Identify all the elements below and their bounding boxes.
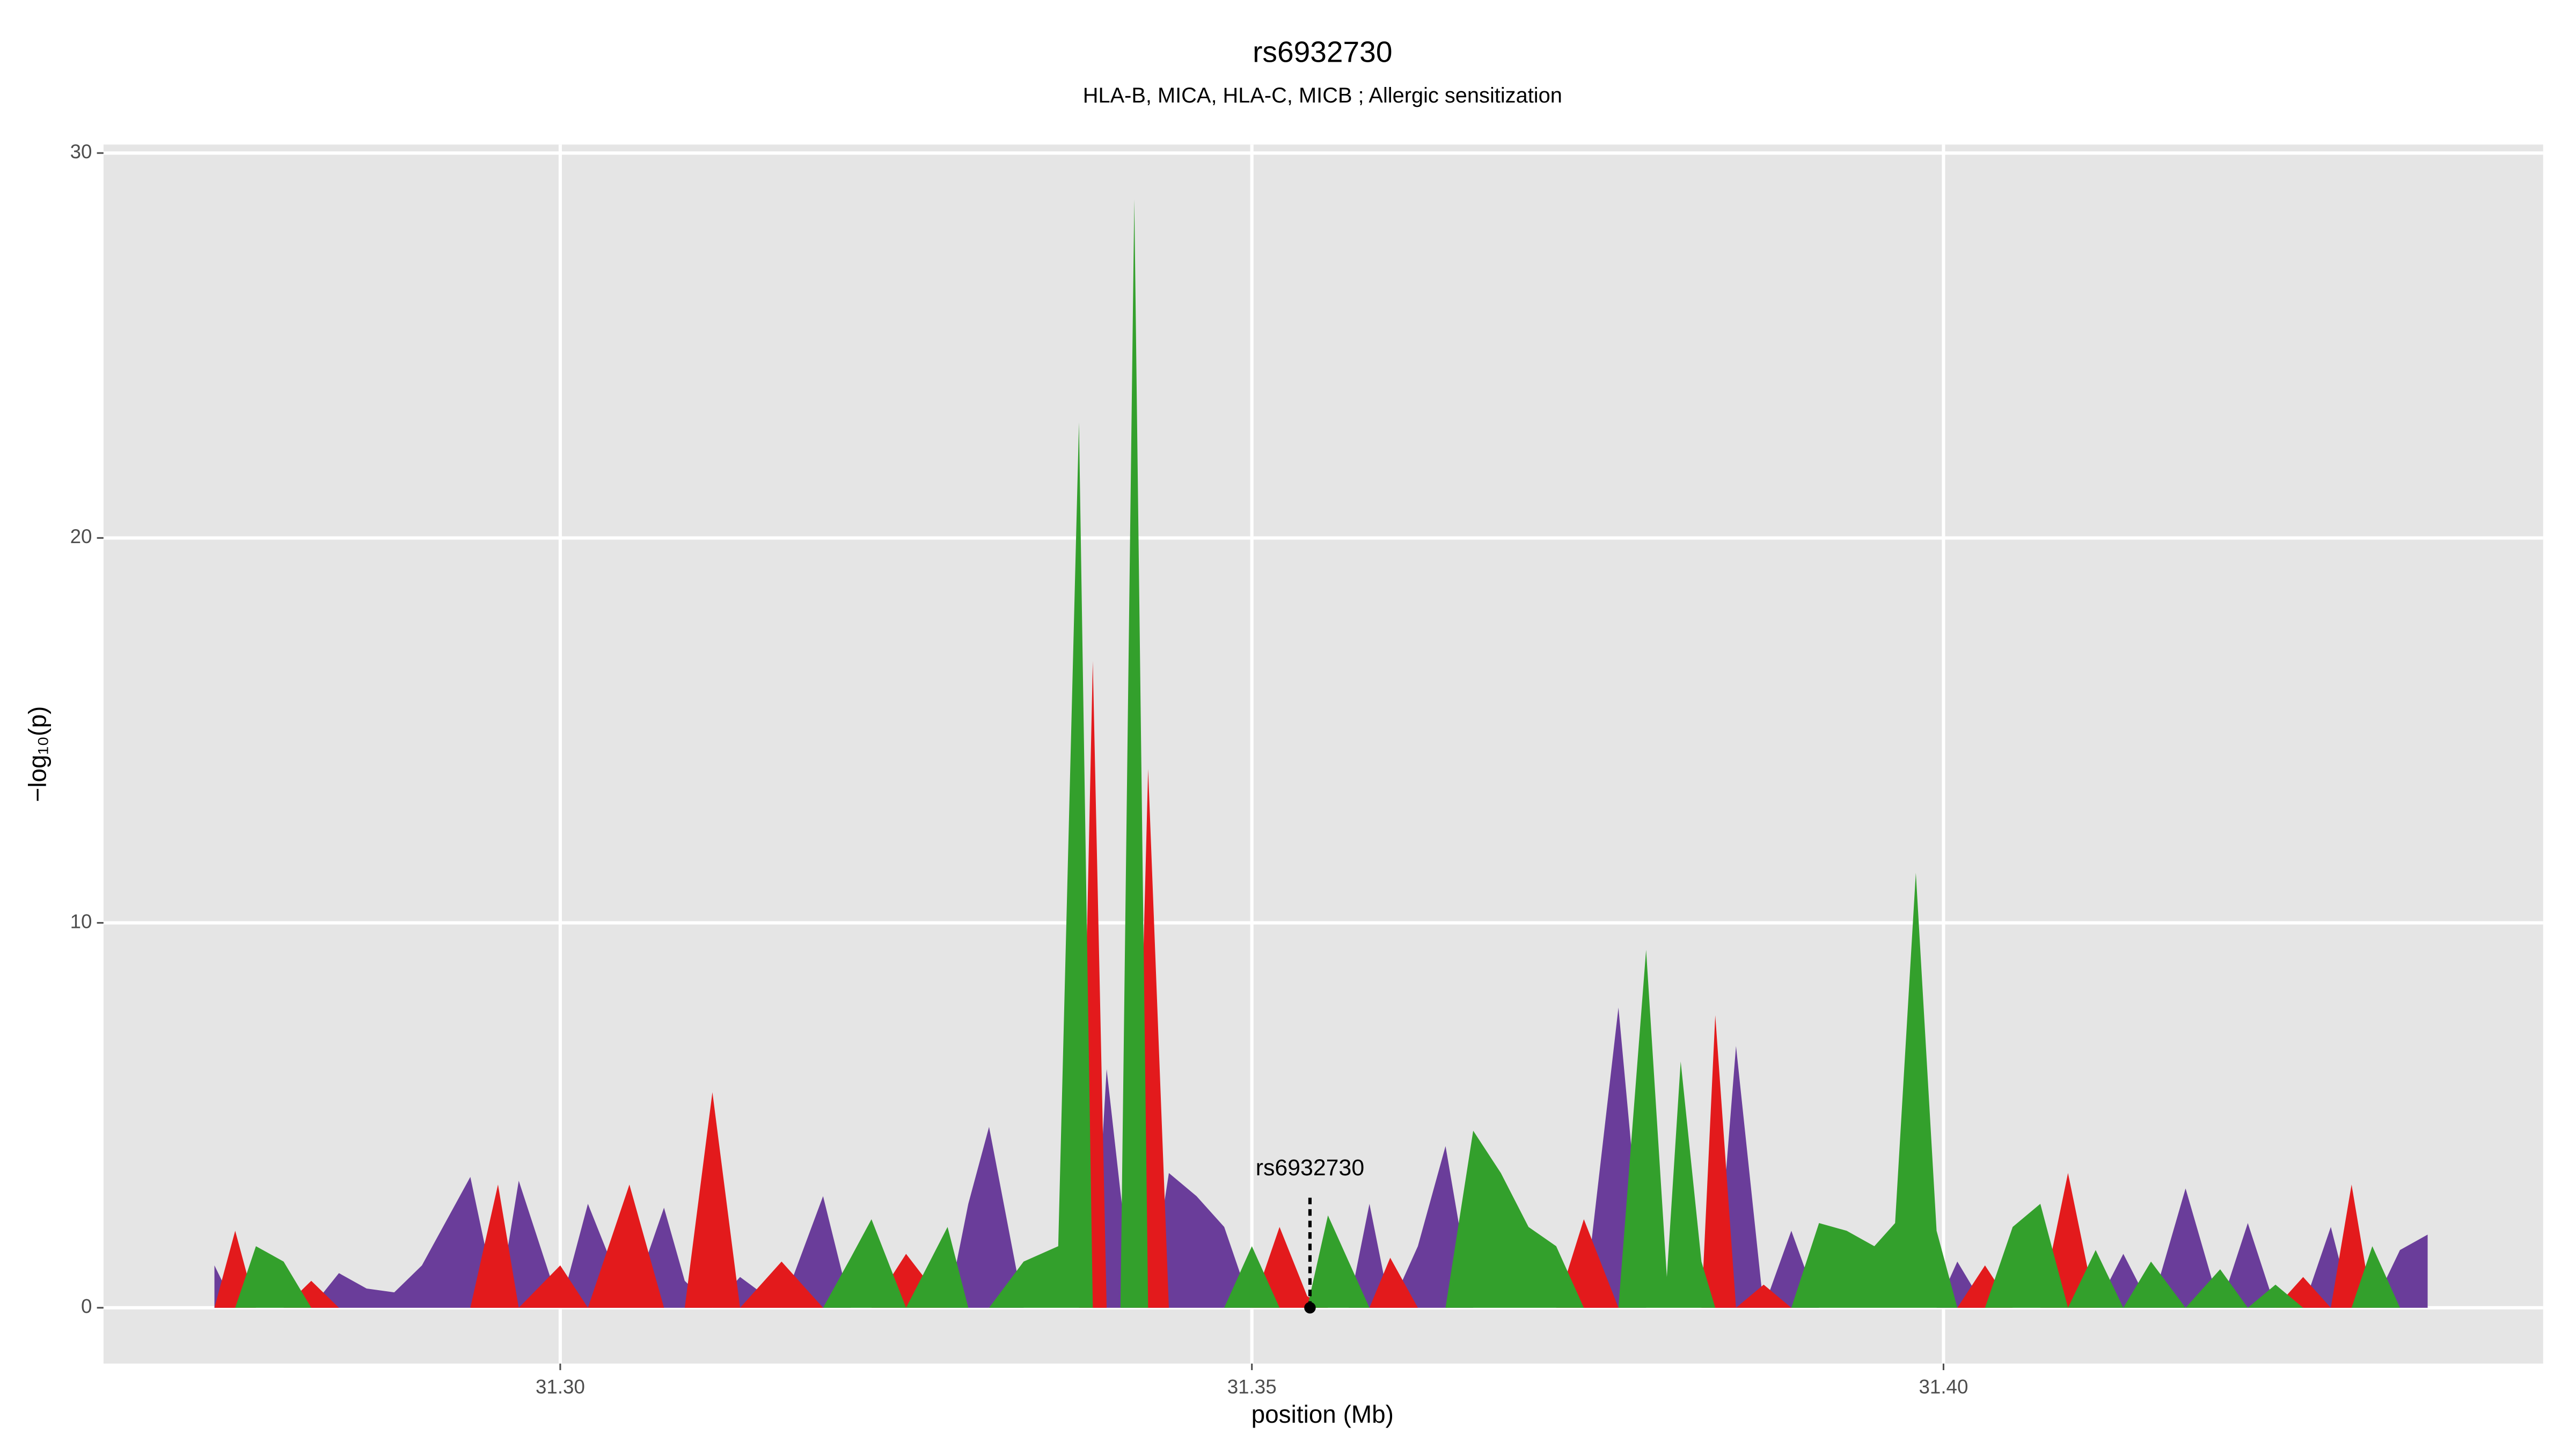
- y-tick-label: 10: [70, 910, 92, 932]
- x-tick-label: 31.35: [1227, 1375, 1277, 1397]
- area-series: [214, 1007, 2428, 1308]
- y-tick-label: 20: [70, 525, 92, 547]
- y-tick-label: 0: [81, 1296, 92, 1318]
- x-tick-label: 31.40: [1919, 1375, 1968, 1397]
- annotation-label: rs6932730: [1256, 1155, 1364, 1181]
- y-axis-label: −log₁₀(p): [24, 706, 52, 802]
- chart-subtitle: HLA-B, MICA, HLA-C, MICB ; Allergic sens…: [1083, 84, 1562, 107]
- chart-title: rs6932730: [1253, 35, 1392, 69]
- x-axis-label: position (Mb): [1252, 1400, 1394, 1428]
- y-tick-label: 30: [70, 141, 92, 163]
- annotation-point: [1304, 1302, 1316, 1314]
- x-tick-label: 31.30: [536, 1375, 585, 1397]
- plot-background: [103, 144, 2543, 1364]
